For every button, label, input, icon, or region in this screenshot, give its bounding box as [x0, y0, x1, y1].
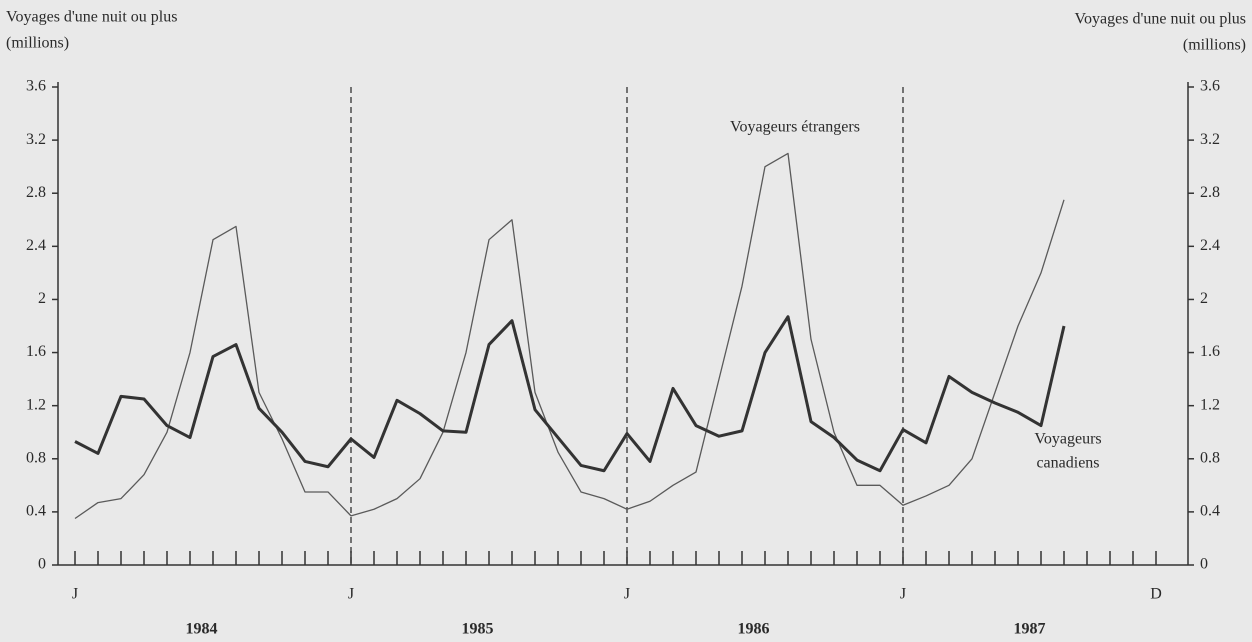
annotation: canadiens: [1036, 455, 1099, 472]
series-line: [74, 315, 1066, 473]
x-tick-label: D: [1150, 586, 1162, 603]
y-tick-label: 0: [38, 556, 46, 573]
x-tick-label: J: [348, 586, 354, 603]
y2-axis-label: (millions): [1183, 37, 1246, 54]
y2-tick-label: 2.8: [1200, 184, 1220, 201]
y-tick-label: 3.2: [26, 131, 46, 148]
annotation: Voyageurs: [1034, 431, 1101, 448]
year-label: 1987: [1014, 621, 1046, 638]
year-label: 1984: [186, 621, 218, 638]
y2-tick-label: 2.4: [1200, 237, 1220, 254]
y-tick-label: 1.2: [26, 396, 46, 413]
y-tick-label: 2.4: [26, 237, 46, 254]
y2-tick-label: 3.2: [1200, 131, 1220, 148]
y-tick-label: 1.6: [26, 343, 46, 360]
y2-tick-label: 2: [1200, 290, 1208, 307]
y-tick-label: 3.6: [26, 78, 46, 95]
y2-tick-label: 3.6: [1200, 78, 1220, 95]
y2-tick-label: 0.4: [1200, 503, 1220, 520]
y-tick-label: 0.4: [26, 503, 46, 520]
series-line: [74, 152, 1065, 520]
x-tick-label: J: [900, 586, 906, 603]
annotation: Voyageurs étrangers: [730, 119, 860, 136]
x-tick-label: J: [72, 586, 78, 603]
y-tick-label: 0.8: [26, 449, 46, 466]
y2-tick-label: 1.6: [1200, 343, 1220, 360]
y2-tick-label: 0.8: [1200, 449, 1220, 466]
y2-axis-label: Voyages d'une nuit ou plus: [1075, 11, 1246, 28]
y2-tick-label: 0: [1200, 556, 1208, 573]
y-tick-label: 2: [38, 290, 46, 307]
year-label: 1986: [738, 621, 770, 638]
y-tick-label: 2.8: [26, 184, 46, 201]
y-axis-label: Voyages d'une nuit ou plus: [6, 9, 177, 26]
y-axis-label: (millions): [6, 35, 69, 52]
x-tick-label: J: [624, 586, 630, 603]
y2-tick-label: 1.2: [1200, 396, 1220, 413]
year-label: 1985: [462, 621, 494, 638]
